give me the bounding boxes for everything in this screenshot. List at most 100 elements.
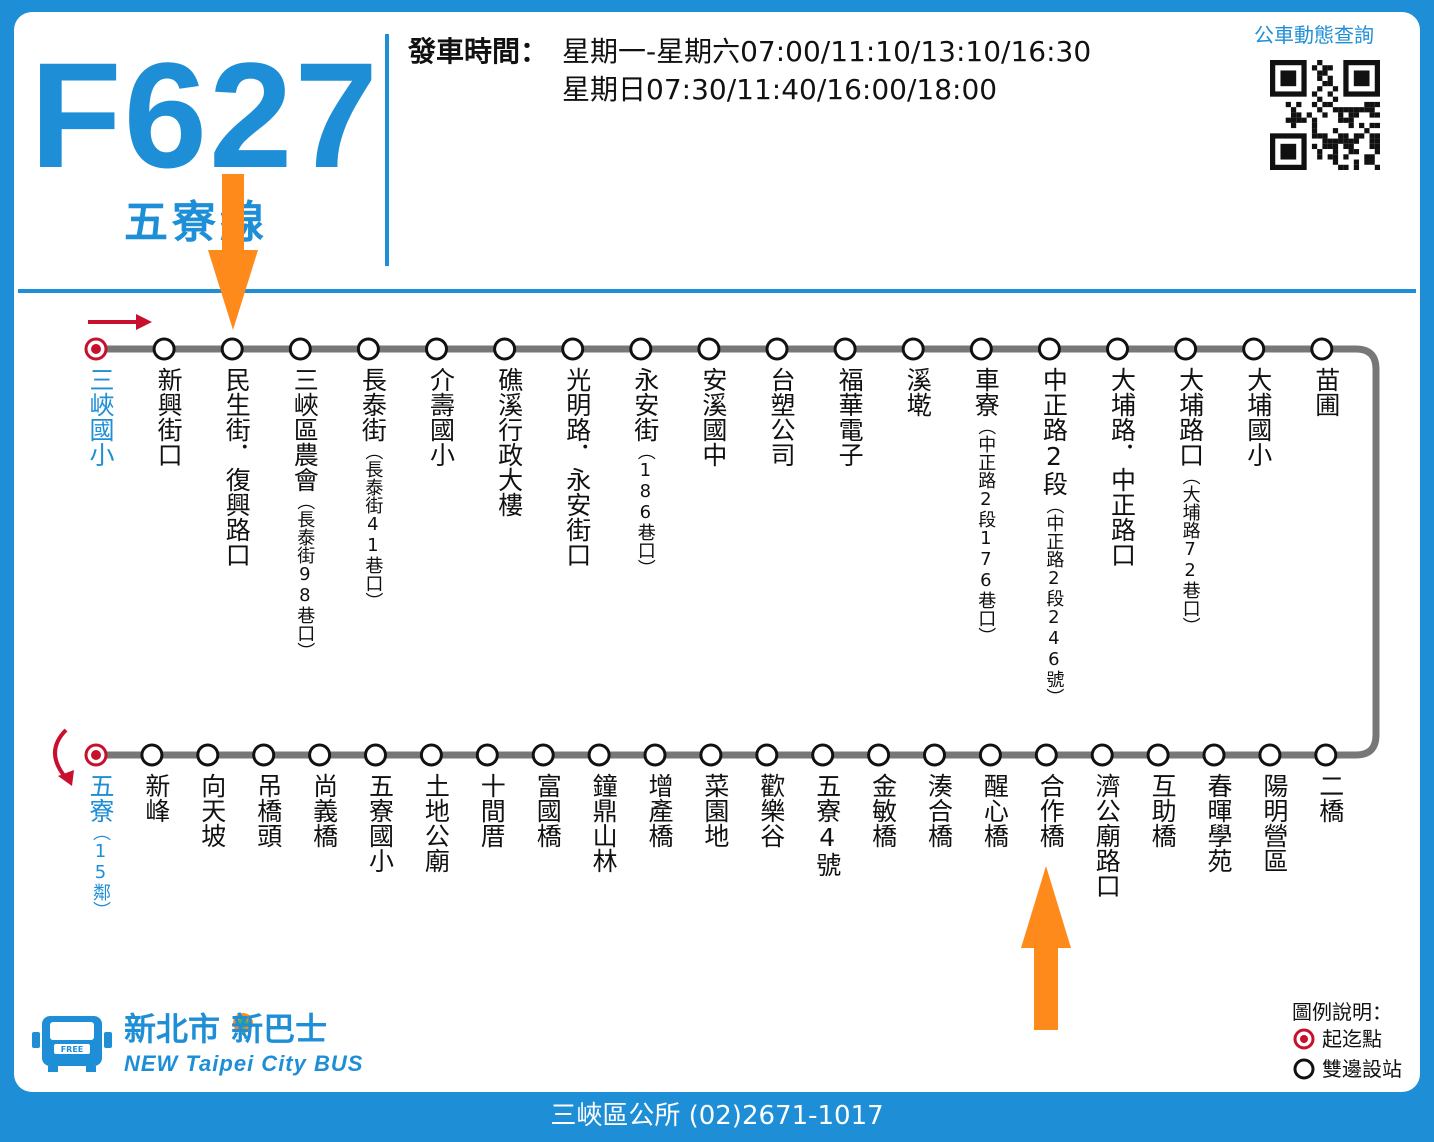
stop-name: 新興街口: [154, 367, 184, 467]
stop-label-bottom_row-17: 合作橋: [1028, 773, 1065, 848]
stop-name: 互助橋: [1148, 773, 1178, 848]
stop-label-bottom_row-9: 鐘鼎山林: [581, 773, 619, 873]
return-arrow-icon: [53, 728, 68, 780]
stop-name: 五寮國小: [365, 773, 395, 873]
schedule-label: 發車時間：: [408, 35, 549, 68]
stop-label-bottom_row-5: 五寮國小: [358, 773, 395, 873]
stop-label-top_row-10: 台塑公司: [759, 367, 796, 467]
route-line: [96, 345, 1380, 759]
stop-label-top_row-5: 介壽國小: [419, 367, 456, 467]
schedule-sunday: 星期日07:30/11:40/16:00/18:00: [562, 73, 998, 106]
stop-name: 春暉學苑: [1204, 773, 1233, 873]
stop-name: 車寮: [971, 367, 1001, 417]
stop-marker-bottom_row-17: [1034, 743, 1058, 767]
stop-marker-bottom_row-8: [531, 743, 555, 767]
stop-marker-bottom_row-5: [364, 743, 387, 767]
footer-contact: 三峽區公所 (02)2671-1017: [550, 1101, 884, 1131]
stop-label-top_row-1: 新興街口: [146, 367, 184, 467]
stop-marker-top_row-4: [356, 337, 380, 361]
highlight-arrow-up-icon: [1021, 866, 1071, 1030]
stop-note: （長泰街41巷口）: [362, 442, 384, 610]
stop-label-top_row-12: 溪墘: [895, 367, 933, 417]
logo-text-en: NEW Taipei City BUS: [124, 1051, 364, 1076]
stop-marker-bottom_row-14: [867, 743, 891, 767]
stop-marker-bottom_row-9: [587, 743, 611, 767]
stop-name: 濟公廟路口: [1092, 773, 1122, 898]
stop-marker-top_row-12: [901, 337, 925, 361]
stop-marker-top_row-9: [697, 337, 721, 361]
legend-stop-icon: [1293, 1058, 1315, 1080]
stop-note: （中正路2段246號）: [1043, 496, 1065, 706]
stop-label-bottom_row-2: 向天坡: [190, 773, 227, 848]
stop-marker-top_row-14: [1037, 337, 1061, 361]
stop-label-bottom_row-11: 菜園地: [693, 773, 730, 848]
stop-label-bottom_row-12: 歡樂谷: [749, 773, 786, 848]
stop-marker-bottom_row-12: [755, 743, 779, 767]
stop-label-bottom_row-18: 濟公廟路口: [1084, 773, 1122, 898]
stop-marker-top_row-6: [493, 337, 517, 361]
stop-label-bottom_row-4: 尚義橋: [302, 773, 339, 848]
stop-marker-top_row-18: [1310, 337, 1334, 361]
stop-marker-top_row-3: [288, 337, 312, 361]
stop-label-top_row-17: 大埔國小: [1236, 367, 1273, 467]
return-arrow-head-icon: [58, 770, 74, 786]
stop-name: 介壽國小: [426, 367, 456, 467]
legend-terminal-label: 起迄點: [1322, 1027, 1382, 1051]
terminal-dot-bottom_row: [91, 750, 101, 760]
stop-name: 大埔路．中正路口: [1107, 367, 1137, 567]
route-card: [14, 12, 1420, 1092]
stop-label-bottom_row-22: 二橋: [1308, 773, 1345, 823]
legend-title: 圖例說明：: [1292, 1000, 1392, 1024]
stop-name: 五寮4號: [812, 773, 842, 877]
stop-name: 湊合橋: [924, 773, 954, 848]
stop-marker-top_row-15: [1106, 337, 1129, 361]
header-divider: [385, 34, 389, 266]
stop-name: 向天坡: [197, 773, 227, 848]
stop-marker-bottom_row-2: [196, 743, 220, 767]
stop-name: 礁溪行政大樓: [494, 367, 524, 517]
stop-label-top_row-13: 車寮（中正路2段176巷口）: [963, 367, 1001, 645]
stop-name: 溪墘: [903, 367, 933, 417]
stop-label-bottom_row-20: 春暉學苑: [1196, 773, 1233, 873]
stop-name: 永安街: [630, 367, 660, 442]
stop-name: 五寮: [86, 773, 115, 823]
stop-marker-top_row-2: [220, 337, 244, 361]
stop-marker-top_row-16: [1174, 337, 1198, 361]
stop-note: （長泰街98巷口）: [294, 492, 316, 660]
stop-note: （186巷口）: [634, 442, 656, 577]
stop-name: 十間厝: [477, 773, 507, 848]
stop-name: 新峰: [141, 773, 171, 823]
stop-marker-bottom_row-22: [1314, 743, 1338, 767]
stop-marker-bottom_row-13: [811, 743, 835, 767]
stop-label-top_row-6: 礁溪行政大樓: [487, 367, 524, 517]
stop-name: 陽明營區: [1259, 773, 1289, 873]
stop-note: （中正路2段176巷口）: [975, 417, 997, 645]
highlight-arrow-down-icon: [208, 174, 258, 330]
stop-name: 尚義橋: [309, 773, 339, 848]
stop-name: 歡樂谷: [756, 773, 786, 848]
terminal-dot-top_row: [91, 344, 101, 354]
stop-label-bottom_row-16: 醒心橋: [972, 773, 1009, 848]
stop-label-bottom_row-1: 新峰: [134, 773, 171, 823]
stop-marker-top_row-10: [765, 337, 789, 361]
stop-marker-bottom_row-7: [475, 743, 499, 767]
legend-stop-label: 雙邊設站: [1322, 1057, 1402, 1081]
stop-name: 中正路2段: [1039, 367, 1069, 496]
stop-note: （大埔路72巷口）: [1179, 467, 1201, 635]
main-divider: [18, 289, 1416, 293]
stop-label-bottom_row-15: 湊合橋: [917, 773, 954, 848]
stop-label-bottom_row-10: 增產橋: [637, 773, 674, 848]
stop-label-bottom_row-7: 十間厝: [469, 773, 507, 848]
stop-label-bottom_row-0: 五寮（15鄰）: [78, 773, 115, 919]
stop-name: 三峽國小: [86, 367, 115, 467]
stop-name: 鐘鼎山林: [589, 773, 619, 873]
stop-marker-bottom_row-10: [643, 743, 667, 767]
stop-label-bottom_row-13: 五寮4號: [805, 773, 842, 877]
stop-name: 二橋: [1315, 773, 1345, 823]
qr-code-icon[interactable]: [1270, 60, 1380, 170]
stop-name: 富國橋: [533, 773, 563, 848]
stop-label-bottom_row-3: 吊橋頭: [246, 773, 283, 848]
stop-marker-bottom_row-21: [1258, 743, 1282, 767]
stop-note: （15鄰）: [90, 823, 111, 919]
